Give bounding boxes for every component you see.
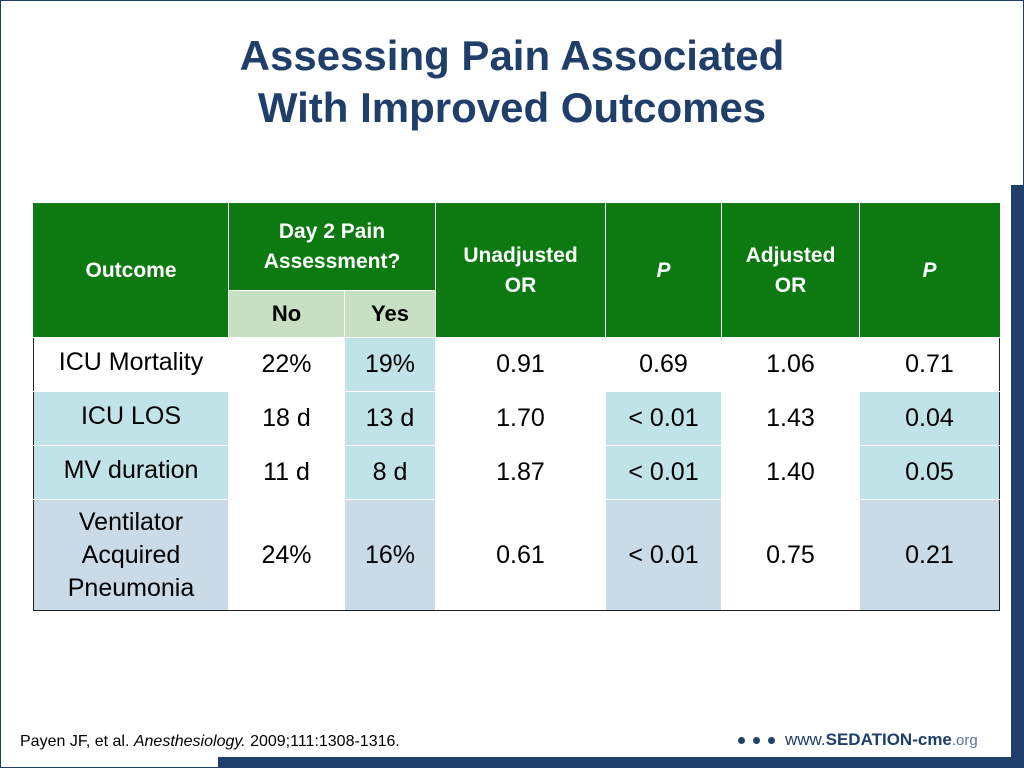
logo-cme: -cme: [912, 730, 952, 749]
title-line-1: Assessing Pain Associated: [239, 32, 785, 79]
cell-no: 24%: [228, 499, 345, 611]
table-row: MV duration 11 d 8 d 1.87 < 0.01 1.40 0.…: [33, 445, 1000, 500]
cell-outcome: Ventilator Acquired Pneumonia: [33, 499, 229, 611]
cell-p-adjusted: 0.04: [859, 391, 1000, 446]
cell-no: 18 d: [228, 391, 345, 446]
outcomes-table: Outcome Day 2 Pain Assessment? Unadjuste…: [33, 203, 1000, 611]
table-row: ICU LOS 18 d 13 d 1.70 < 0.01 1.43 0.04: [33, 391, 1000, 446]
cell-p-unadjusted: < 0.01: [605, 391, 722, 446]
header-unadjusted-or: Unadjusted OR: [435, 203, 606, 338]
cell-outcome: MV duration: [33, 445, 229, 500]
cell-yes: 16%: [344, 499, 436, 611]
header-p-unadjusted: P: [605, 203, 722, 338]
citation-journal: Anesthesiology.: [133, 733, 246, 750]
logo-www: www.: [785, 730, 826, 749]
cell-p-adjusted: 0.21: [859, 499, 1000, 611]
cell-p-unadjusted: < 0.01: [605, 445, 722, 500]
cell-adjusted-or: 1.40: [721, 445, 860, 500]
logo-dots-icon: [738, 736, 775, 744]
cell-p-adjusted: 0.71: [859, 337, 1000, 392]
header-outcome: Outcome: [33, 203, 229, 338]
cell-adjusted-or: 1.06: [721, 337, 860, 392]
citation-reference: 2009;111:1308-1316.: [250, 733, 400, 750]
header-adjusted-or: Adjusted OR: [721, 203, 860, 338]
cell-yes: 19%: [344, 337, 436, 392]
cell-unadjusted-or: 0.61: [435, 499, 606, 611]
cell-unadjusted-or: 1.70: [435, 391, 606, 446]
cell-p-unadjusted: < 0.01: [605, 499, 722, 611]
slide-title: Assessing Pain Associated With Improved …: [0, 30, 1024, 134]
citation: Payen JF, et al. Anesthesiology. 2009;11…: [20, 733, 400, 751]
cell-p-unadjusted: 0.69: [605, 337, 722, 392]
logo-brand: SEDATION: [825, 730, 913, 749]
table-header-row: Outcome Day 2 Pain Assessment? Unadjuste…: [33, 203, 1000, 338]
cell-no: 22%: [228, 337, 345, 392]
cell-adjusted-or: 0.75: [721, 499, 860, 611]
subheader-yes: Yes: [344, 290, 436, 338]
cell-yes: 8 d: [344, 445, 436, 500]
decorative-bottom-bar: [218, 757, 1024, 768]
citation-authors: Payen JF, et al.: [20, 733, 130, 750]
header-day2-pain-assessment: Day 2 Pain Assessment?: [228, 203, 436, 291]
cell-p-adjusted: 0.05: [859, 445, 1000, 500]
decorative-right-bar: [1011, 185, 1024, 768]
cell-outcome: ICU Mortality: [33, 337, 229, 392]
sedation-cme-logo: www. SEDATION -cme .org: [738, 729, 978, 751]
subheader-no: No: [228, 290, 345, 338]
cell-unadjusted-or: 0.91: [435, 337, 606, 392]
table-row: Ventilator Acquired Pneumonia 24% 16% 0.…: [33, 499, 1000, 611]
cell-adjusted-or: 1.43: [721, 391, 860, 446]
cell-unadjusted-or: 1.87: [435, 445, 606, 500]
table-row: ICU Mortality 22% 19% 0.91 0.69 1.06 0.7…: [33, 337, 1000, 392]
cell-no: 11 d: [228, 445, 345, 500]
title-line-2: With Improved Outcomes: [257, 84, 767, 131]
logo-org: .org: [951, 731, 978, 749]
cell-yes: 13 d: [344, 391, 436, 446]
cell-outcome: ICU LOS: [33, 391, 229, 446]
header-p-adjusted: P: [859, 203, 1000, 338]
